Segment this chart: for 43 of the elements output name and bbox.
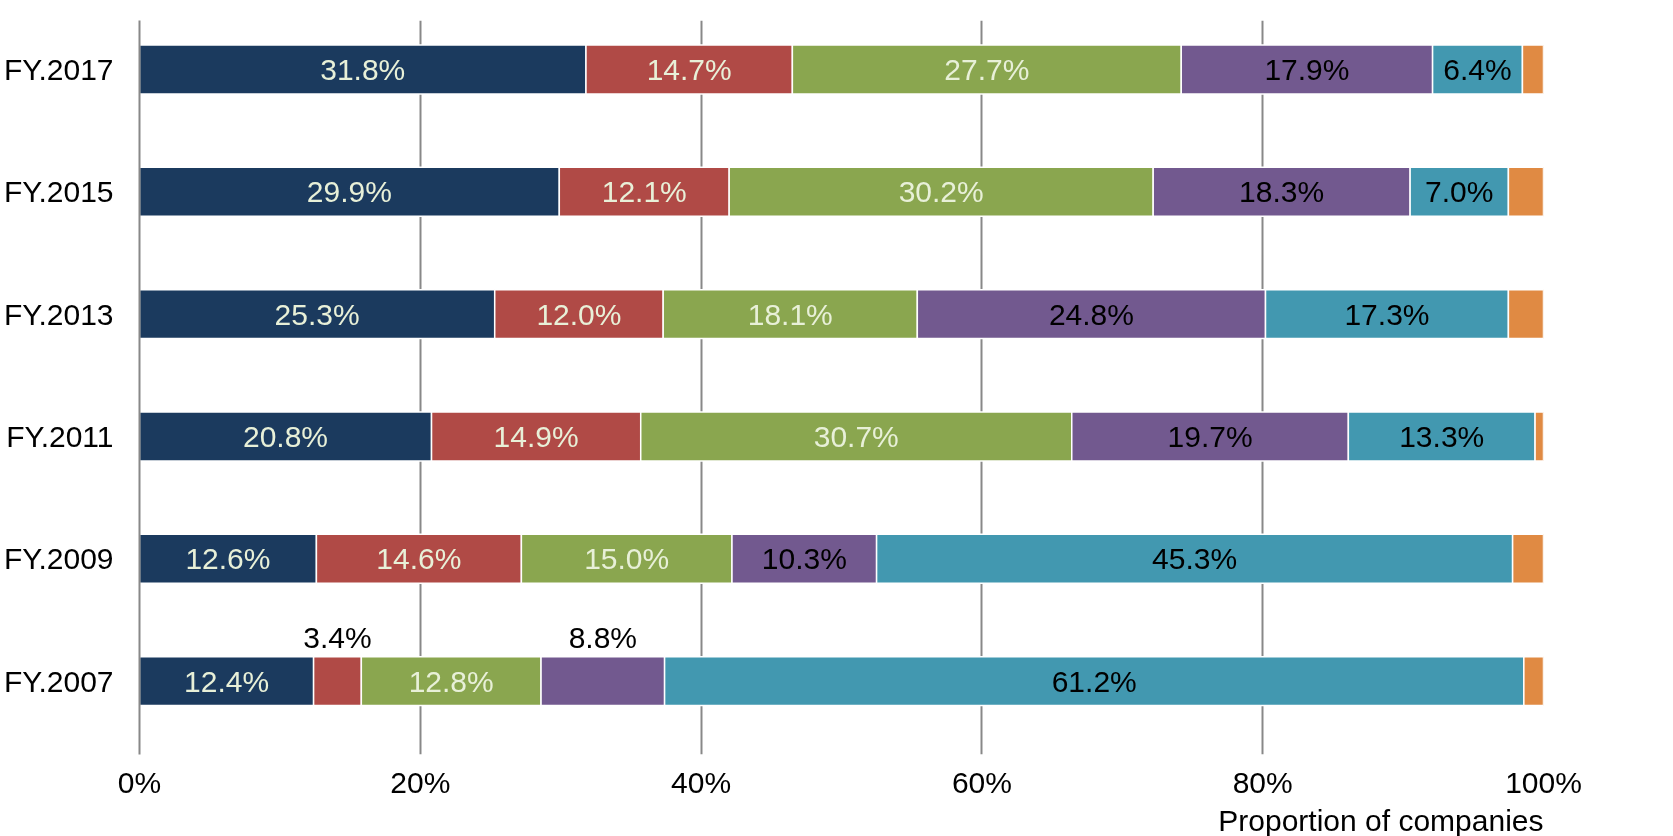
data-label: 14.7%	[646, 52, 732, 86]
data-label: 25.3%	[274, 297, 360, 331]
x-tick-label: 100%	[1505, 765, 1582, 799]
data-label: 12.8%	[408, 664, 494, 698]
data-label: 12.4%	[184, 664, 270, 698]
data-label: 30.7%	[813, 419, 899, 453]
data-label: 8.8%	[568, 621, 638, 655]
y-tick-label: FY.2011	[6, 419, 114, 453]
data-label: 15.0%	[584, 542, 670, 576]
data-label: 27.7%	[944, 52, 1030, 86]
data-label: 3.4%	[303, 621, 372, 655]
data-label: 30.2%	[898, 175, 984, 209]
data-label: 14.9%	[493, 419, 579, 453]
data-label: 29.9%	[306, 175, 392, 209]
data-label: 61.2%	[1051, 664, 1137, 698]
x-tick-label: 60%	[951, 765, 1012, 799]
x-tick-label: 40%	[671, 765, 732, 799]
data-label: 7.0%	[1425, 175, 1494, 209]
data-label: 12.6%	[185, 542, 271, 576]
y-tick-label: FY.2015	[3, 175, 114, 209]
x-tick-label: 0%	[117, 765, 162, 799]
data-label: 45.3%	[1152, 542, 1238, 576]
x-tick-label: 80%	[1232, 765, 1293, 799]
data-label: 31.8%	[320, 52, 406, 86]
data-label: 6.4%	[1443, 52, 1512, 86]
data-label: 19.7%	[1167, 419, 1253, 453]
data-label: 12.0%	[536, 297, 622, 331]
x-tick-label: 20%	[390, 765, 451, 799]
data-label: 18.3%	[1239, 175, 1325, 209]
data-label: 12.1%	[601, 175, 687, 209]
data-label: 13.3%	[1399, 419, 1485, 453]
y-tick-label: FY.2009	[3, 542, 114, 576]
y-tick-label: FY.2007	[3, 664, 114, 698]
data-label: 18.1%	[747, 297, 833, 331]
x-axis-title: Proportion of companies	[1218, 803, 1544, 836]
data-label: 17.9%	[1264, 52, 1350, 86]
data-label: 20.8%	[242, 419, 329, 453]
y-tick-label: FY.2013	[3, 297, 114, 331]
data-label: 17.3%	[1344, 297, 1430, 331]
data-label: 14.6%	[376, 542, 462, 576]
y-tick-label: FY.2017	[3, 52, 114, 86]
data-label: 10.3%	[761, 542, 847, 576]
data-label: 24.8%	[1048, 297, 1134, 331]
